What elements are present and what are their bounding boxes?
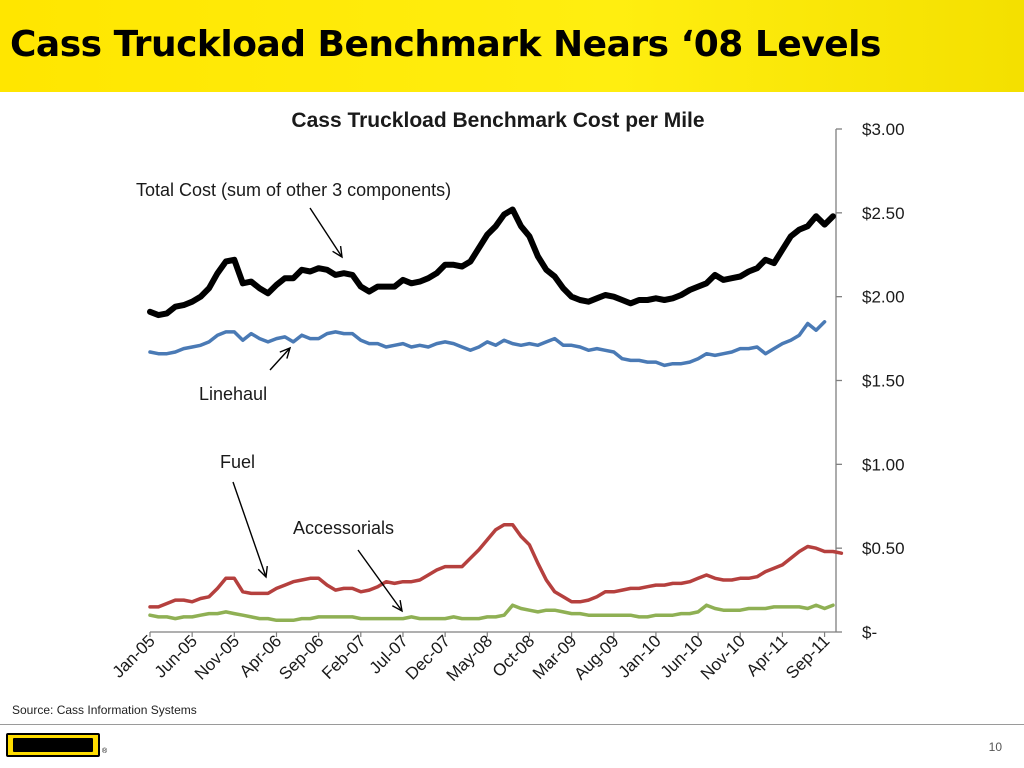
title-banner: Cass Truckload Benchmark Nears ‘08 Level… (0, 0, 1024, 92)
x-tick-label: Sep-11 (782, 631, 833, 682)
annotation-fuel: Fuel (220, 452, 255, 472)
series-line-accessorials (148, 603, 835, 623)
x-tick-label: Apr-11 (743, 631, 792, 680)
annotation-total: Total Cost (sum of other 3 components) (136, 180, 451, 200)
cost-per-mile-chart: Cass Truckload Benchmark Cost per Mile $… (109, 109, 905, 685)
chart-title: Cass Truckload Benchmark Cost per Mile (291, 109, 704, 132)
y-tick-label: $- (862, 623, 877, 642)
page-title: Cass Truckload Benchmark Nears ‘08 Level… (10, 24, 881, 65)
x-tick-label: Sep-06 (275, 631, 327, 683)
x-tick-label: Nov-05 (191, 631, 243, 683)
y-tick-label: $0.50 (862, 539, 905, 558)
x-tick-label: Jan-05 (109, 631, 159, 681)
footer-divider (0, 724, 1024, 725)
chart-area: Cass Truckload Benchmark Cost per Mile $… (0, 92, 1024, 704)
series-line-linehaul (148, 320, 827, 368)
jb-hunt-logo-icon (6, 733, 100, 757)
source-note: Source: Cass Information Systems (12, 703, 197, 717)
series-line-total (147, 206, 836, 319)
y-tick-label: $2.50 (862, 204, 905, 223)
x-tick-label: May-08 (443, 631, 497, 685)
x-tick-label: Aug-09 (570, 631, 622, 683)
annotation-linehaul: Linehaul (199, 384, 267, 404)
annotation-accessorials: Accessorials (293, 518, 394, 538)
series-line-fuel (148, 522, 844, 609)
x-tick-label: Nov-10 (697, 631, 749, 683)
x-tick-label: Oct-08 (489, 631, 539, 681)
annotation-arrow-total (309, 207, 343, 259)
annotation-arrow-accessorials (357, 549, 403, 613)
y-tick-label: $2.00 (862, 288, 905, 307)
y-tick-label: $1.50 (862, 372, 905, 391)
y-tick-label: $1.00 (862, 455, 905, 474)
annotation-arrow-linehaul (269, 346, 292, 371)
annotation-arrow-fuel (232, 481, 268, 579)
x-tick-label: Mar-09 (529, 631, 581, 683)
x-tick-label: Feb-07 (318, 631, 370, 683)
page-number: 10 (988, 740, 1002, 754)
x-tick-label: Jan-10 (615, 631, 665, 681)
registered-mark: ® (102, 748, 108, 755)
y-tick-label: $3.00 (862, 120, 905, 139)
